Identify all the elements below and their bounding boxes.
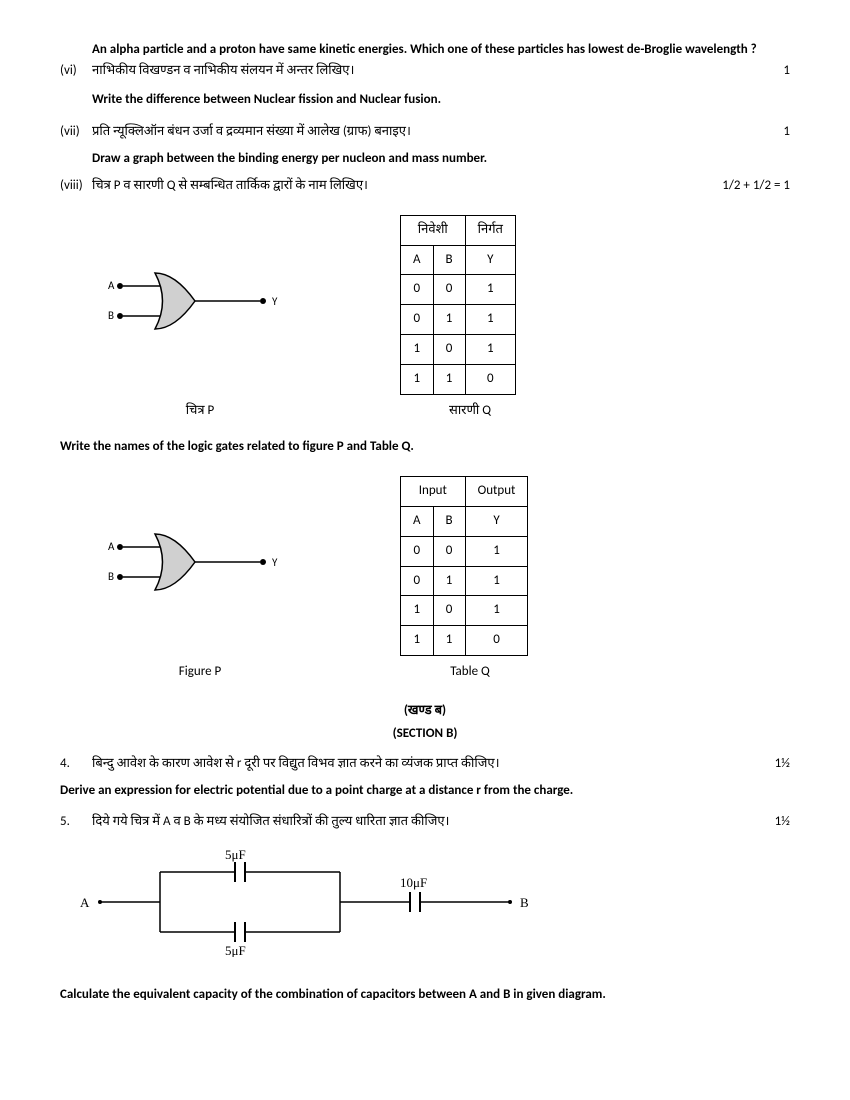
svg-text:B: B [520,895,529,910]
truth-table-hindi: निवेशीनिर्गत ABY 001 011 101 110 [400,215,516,395]
q6-hindi: नाभिकीय विखण्डन व नाभिकीय संलयन में अन्त… [92,61,710,82]
q8-english: Write the names of the logic gates relat… [60,437,790,458]
q5-marks: 1½ [710,812,790,833]
q8-marks: 1/2 + 1/2 = 1 [710,176,790,197]
q4-hindi: बिन्दु आवेश के कारण आवेश से r दूरी पर वि… [92,754,710,775]
question-intro: An alpha particle and a proton have same… [92,40,790,61]
logic-gate-figure-en: A B Y [100,522,300,610]
capacitor-circuit: A 5μF 5μF 10μF B [60,837,790,975]
caption-table-q-en: Table Q [400,662,540,683]
svg-text:A: A [108,540,115,553]
q4-marks: 1½ [710,754,790,775]
svg-text:A: A [80,895,90,910]
q7-marks: 1 [710,122,790,143]
q7-hindi: प्रति न्यूक्लिऑन बंधन उर्जा व द्रव्यमान … [92,122,710,143]
q4-num: 4. [60,754,92,775]
q5-english: Calculate the equivalent capacity of the… [60,985,790,1006]
section-header-hi: (खण्ड ब) [60,701,790,722]
truth-table-english: InputOutput ABY 001 011 101 110 [400,476,528,656]
section-header-en: (SECTION B) [60,724,790,745]
svg-text:10μF: 10μF [400,875,427,890]
svg-text:5μF: 5μF [225,943,246,957]
q7-num: (vii) [60,122,92,143]
q5-hindi: दिये गये चित्र में A व B के मध्य संयोजित… [92,812,710,833]
q5-num: 5. [60,812,92,833]
caption-figure-p-hi: चित्र P [100,401,300,422]
q6-marks: 1 [710,61,790,82]
gate-label-y: Y [272,295,278,308]
q6-english: Write the difference between Nuclear fis… [92,90,790,111]
q7-english: Draw a graph between the binding energy … [92,149,790,170]
q6-num: (vi) [60,61,92,82]
svg-text:B: B [108,570,114,583]
logic-gate-figure: A B Y [100,261,300,349]
q4-english: Derive an expression for electric potent… [60,781,790,802]
gate-label-a: A [108,279,115,292]
svg-text:Y: Y [272,556,278,569]
svg-text:5μF: 5μF [225,847,246,862]
caption-figure-p-en: Figure P [100,662,300,683]
gate-label-b: B [108,309,114,322]
q8-hindi: चित्र P व सारणी Q से सम्बन्धित तार्किक द… [92,176,710,197]
figure-block-hindi: A B Y निवेशीनिर्गत ABY 001 011 101 110 [100,215,790,395]
q8-num: (viii) [60,176,92,197]
caption-table-q-hi: सारणी Q [400,401,540,422]
figure-block-english: A B Y InputOutput ABY 001 011 101 110 [100,476,790,656]
